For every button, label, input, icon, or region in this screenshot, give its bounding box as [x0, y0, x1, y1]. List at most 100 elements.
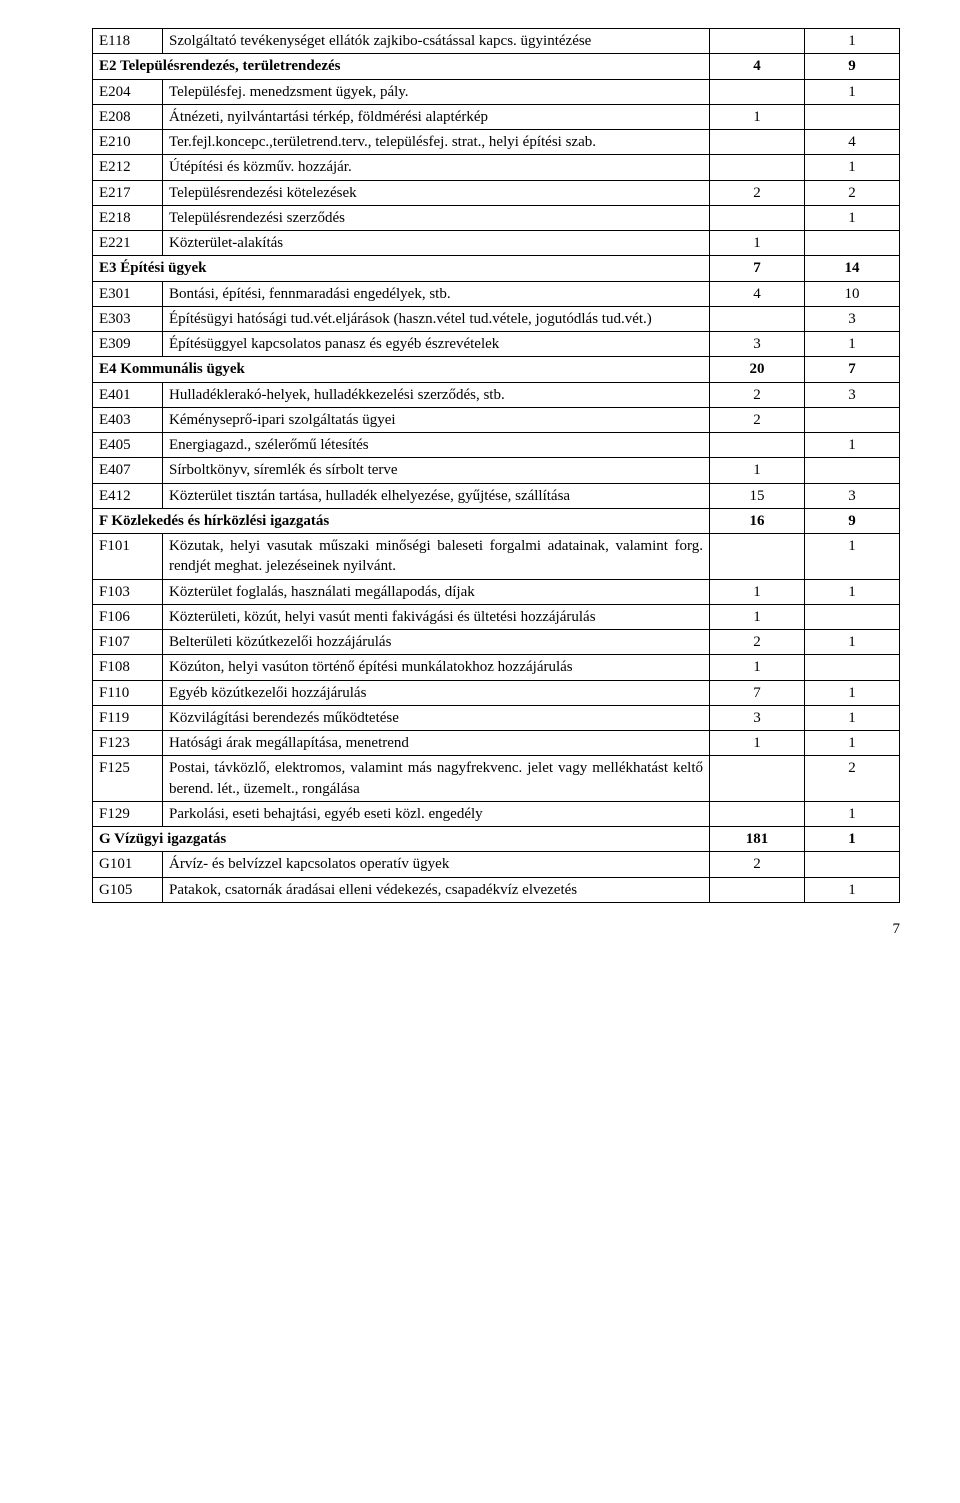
- value-1: 1: [710, 458, 805, 483]
- code-cell: E210: [93, 130, 163, 155]
- code-cell: F129: [93, 801, 163, 826]
- table-row: G101Árvíz- és belvízzel kapcsolatos oper…: [93, 852, 900, 877]
- code-cell: E204: [93, 79, 163, 104]
- code-cell: F106: [93, 604, 163, 629]
- value-2: [805, 458, 900, 483]
- desc-cell: Bontási, építési, fennmaradási engedélye…: [163, 281, 710, 306]
- value-2: 1: [805, 680, 900, 705]
- code-cell: F110: [93, 680, 163, 705]
- value-2: 9: [805, 508, 900, 533]
- value-1: 1: [710, 655, 805, 680]
- desc-cell: Hulladéklerakó-helyek, hulladékkezelési …: [163, 382, 710, 407]
- value-2: 4: [805, 130, 900, 155]
- value-2: 1: [805, 801, 900, 826]
- value-2: 3: [805, 483, 900, 508]
- value-1: 1: [710, 579, 805, 604]
- value-2: 1: [805, 630, 900, 655]
- table-row: E301Bontási, építési, fennmaradási enged…: [93, 281, 900, 306]
- desc-cell: Közvilágítási berendezés működtetése: [163, 705, 710, 730]
- code-cell: G101: [93, 852, 163, 877]
- desc-cell: Ter.fejl.koncepc.,területrend.terv., tel…: [163, 130, 710, 155]
- value-2: 3: [805, 306, 900, 331]
- table-row: F110Egyéb közútkezelői hozzájárulás71: [93, 680, 900, 705]
- table-row: E309Építésüggyel kapcsolatos panasz és e…: [93, 332, 900, 357]
- desc-cell: Postai, távközlő, elektromos, valamint m…: [163, 756, 710, 802]
- value-2: 1: [805, 534, 900, 580]
- value-1: [710, 155, 805, 180]
- desc-cell: Közutak, helyi vasutak műszaki minőségi …: [163, 534, 710, 580]
- desc-cell: Parkolási, eseti behajtási, egyéb eseti …: [163, 801, 710, 826]
- table-row: E407Sírboltkönyv, síremlék és sírbolt te…: [93, 458, 900, 483]
- value-1: 3: [710, 705, 805, 730]
- table-row: F107Belterületi közútkezelői hozzájárulá…: [93, 630, 900, 655]
- value-2: [805, 655, 900, 680]
- table-row: E212Útépítési és közműv. hozzájár.1: [93, 155, 900, 180]
- value-2: 1: [805, 705, 900, 730]
- value-2: 1: [805, 332, 900, 357]
- value-1: 3: [710, 332, 805, 357]
- table-row: F Közlekedés és hírközlési igazgatás169: [93, 508, 900, 533]
- code-cell: E303: [93, 306, 163, 331]
- desc-cell: Közterület-alakítás: [163, 231, 710, 256]
- desc-cell: Energiagazd., szélerőmű létesítés: [163, 433, 710, 458]
- code-cell: E405: [93, 433, 163, 458]
- desc-cell: Közúton, helyi vasúton történő építési m…: [163, 655, 710, 680]
- value-1: [710, 306, 805, 331]
- code-cell: E208: [93, 104, 163, 129]
- value-1: 1: [710, 731, 805, 756]
- code-cell: E309: [93, 332, 163, 357]
- value-1: 15: [710, 483, 805, 508]
- desc-cell: Szolgáltató tevékenységet ellátók zajkib…: [163, 29, 710, 54]
- page-number: 7: [92, 921, 900, 938]
- code-cell: F103: [93, 579, 163, 604]
- value-1: [710, 433, 805, 458]
- code-cell: E221: [93, 231, 163, 256]
- table-row: E210Ter.fejl.koncepc.,területrend.terv.,…: [93, 130, 900, 155]
- desc-cell: Sírboltkönyv, síremlék és sírbolt terve: [163, 458, 710, 483]
- value-2: 2: [805, 180, 900, 205]
- desc-cell: Útépítési és közműv. hozzájár.: [163, 155, 710, 180]
- value-1: 1: [710, 231, 805, 256]
- value-1: [710, 29, 805, 54]
- code-cell: E412: [93, 483, 163, 508]
- desc-cell: Átnézeti, nyilvántartási térkép, földmér…: [163, 104, 710, 129]
- code-cell: G105: [93, 877, 163, 902]
- data-table: E118Szolgáltató tevékenységet ellátók za…: [92, 28, 900, 903]
- section-header: G Vízügyi igazgatás: [93, 827, 710, 852]
- value-1: 2: [710, 382, 805, 407]
- table-row: F108Közúton, helyi vasúton történő építé…: [93, 655, 900, 680]
- value-1: 181: [710, 827, 805, 852]
- code-cell: E118: [93, 29, 163, 54]
- desc-cell: Közterületi, közút, helyi vasút menti fa…: [163, 604, 710, 629]
- code-cell: F125: [93, 756, 163, 802]
- code-cell: E403: [93, 407, 163, 432]
- value-2: 1: [805, 155, 900, 180]
- value-2: 1: [805, 877, 900, 902]
- value-1: [710, 205, 805, 230]
- value-2: 1: [805, 205, 900, 230]
- code-cell: E301: [93, 281, 163, 306]
- value-2: 2: [805, 756, 900, 802]
- code-cell: F108: [93, 655, 163, 680]
- section-header: E4 Kommunális ügyek: [93, 357, 710, 382]
- code-cell: F101: [93, 534, 163, 580]
- desc-cell: Építésüggyel kapcsolatos panasz és egyéb…: [163, 332, 710, 357]
- desc-cell: Hatósági árak megállapítása, menetrend: [163, 731, 710, 756]
- value-1: 4: [710, 281, 805, 306]
- value-2: 7: [805, 357, 900, 382]
- value-2: 3: [805, 382, 900, 407]
- table-row: E3 Építési ügyek714: [93, 256, 900, 281]
- value-2: [805, 407, 900, 432]
- value-2: [805, 852, 900, 877]
- code-cell: E407: [93, 458, 163, 483]
- table-row: E403Kéményseprő-ipari szolgáltatás ügyei…: [93, 407, 900, 432]
- code-cell: E401: [93, 382, 163, 407]
- value-2: [805, 104, 900, 129]
- table-row: F101Közutak, helyi vasutak műszaki minős…: [93, 534, 900, 580]
- table-row: F119Közvilágítási berendezés működtetése…: [93, 705, 900, 730]
- value-1: 2: [710, 180, 805, 205]
- table-row: E221Közterület-alakítás1: [93, 231, 900, 256]
- desc-cell: Kéményseprő-ipari szolgáltatás ügyei: [163, 407, 710, 432]
- value-2: 9: [805, 54, 900, 79]
- table-row: E401Hulladéklerakó-helyek, hulladékkezel…: [93, 382, 900, 407]
